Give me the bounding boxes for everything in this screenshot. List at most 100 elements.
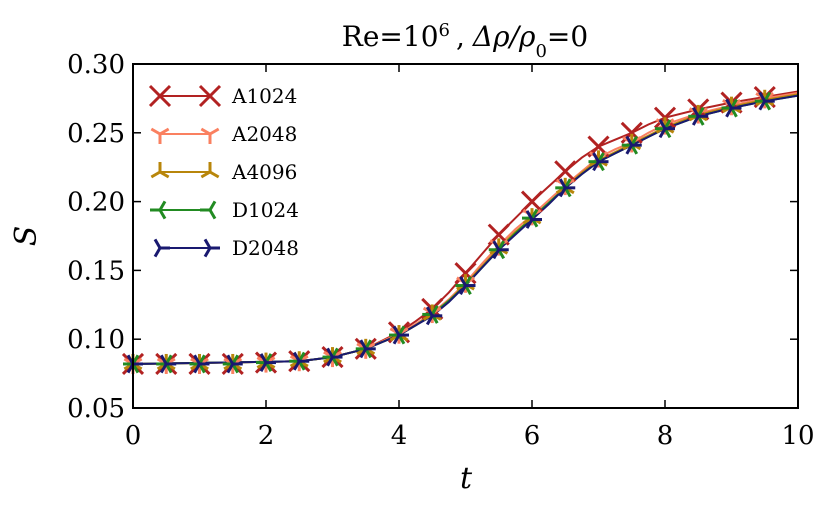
- marker-D2048-5-arm-1: [292, 351, 301, 362]
- marker-D2048-18-arm-2: [725, 107, 733, 118]
- legend-marker-a-A1024: [148, 84, 172, 108]
- title-sub0: 0: [535, 41, 546, 62]
- x-tick-label-1: 2: [258, 421, 275, 451]
- marker-D2048-1: [159, 354, 177, 374]
- marker-D2048-7: [359, 339, 376, 359]
- x-tick-label-2: 4: [391, 421, 408, 451]
- legend-marker-b-A1024-stroke-b: [198, 84, 222, 108]
- marker-D2048-2-arm-2: [193, 363, 201, 374]
- marker-D2048-15-arm-1: [625, 135, 634, 146]
- marker-D2048-18: [725, 98, 742, 118]
- legend-marker-a-D2048: [153, 238, 170, 258]
- title-sep: ,: [456, 20, 465, 53]
- marker-D2048-9-arm-1: [425, 306, 434, 317]
- marker-D2048-2-arm-1: [193, 354, 201, 365]
- marker-D2048-12-arm-1: [525, 210, 534, 221]
- title-zero: 0: [570, 20, 588, 53]
- legend-marker-a-D2048-arm-2: [153, 247, 162, 258]
- legend-label-D2048: D2048: [232, 236, 299, 260]
- marker-D2048-11-arm-2: [492, 249, 501, 260]
- legend-marker-b-D1024: [200, 200, 217, 220]
- marker-D2048-16-arm-2: [658, 127, 667, 139]
- title-eq2: =: [547, 20, 570, 53]
- marker-D2048-13-arm-1: [558, 178, 567, 189]
- legend-marker-a-A4096: [150, 162, 170, 179]
- marker-D2048-1-arm-1: [159, 354, 168, 365]
- legend-marker-a-D1024: [150, 200, 167, 220]
- legend-marker-a-D2048-arm-1: [153, 238, 162, 249]
- marker-D2048-14-arm-2: [592, 160, 600, 172]
- legend-marker-b-A2048: [200, 127, 220, 144]
- marker-D2048-8-arm-1: [392, 325, 401, 336]
- title-delta: Δρ/ρ: [472, 20, 536, 53]
- marker-D2048-9: [425, 306, 443, 326]
- legend-marker-b-A1024: [198, 84, 222, 108]
- marker-A1024-12-stroke-b: [520, 190, 544, 213]
- legend-marker-a-D1024-arm-1: [158, 209, 167, 220]
- x-tick-label-5: 10: [781, 421, 814, 451]
- legend-marker-b-D1024-arm-2: [208, 200, 217, 211]
- marker-D2048-3: [226, 354, 243, 374]
- legend-marker-a-A4096-arm-2: [159, 170, 170, 179]
- legend-marker-a-D1024-arm-2: [158, 200, 167, 211]
- marker-D2048-8: [392, 325, 409, 345]
- marker-D2048-7-arm-2: [359, 348, 368, 359]
- marker-D2048-17-arm-2: [691, 115, 700, 126]
- marker-D2048-6: [326, 347, 343, 367]
- marker-D2048-4-arm-1: [259, 353, 268, 364]
- marker-D2048-18-arm-1: [725, 98, 733, 109]
- y-tick-label-4: 0.25: [67, 119, 125, 149]
- y-tick-label-1: 0.10: [67, 325, 125, 355]
- y-axis-label: S: [9, 226, 44, 247]
- marker-A1024-13: [554, 160, 577, 183]
- legend-marker-a-A2048-arm-2: [150, 127, 161, 136]
- marker-A1024-12: [520, 190, 544, 213]
- title-exp-base: 10: [403, 20, 439, 53]
- x-tick-label-4: 8: [657, 421, 674, 451]
- marker-D2048-5-arm-2: [292, 360, 301, 371]
- y-tick-label-5: 0.30: [67, 50, 125, 80]
- legend-marker-b-D2048-arm-1: [203, 238, 212, 249]
- marker-D2048-11: [492, 240, 509, 260]
- legend-label-A4096: A4096: [231, 160, 297, 184]
- marker-D1024-12-arm-2: [530, 208, 539, 219]
- marker-D2048-3-arm-1: [226, 354, 235, 365]
- title-exp: 6: [439, 20, 450, 41]
- marker-D2048-10: [459, 276, 476, 295]
- legend-marker-a-A1024-stroke-b: [148, 84, 172, 108]
- marker-D2048-9-arm-2: [425, 315, 434, 326]
- plot-frame: [132, 63, 799, 409]
- y-tick-label-0: 0.05: [67, 394, 125, 424]
- legend-marker-b-A4096-arm-2: [209, 170, 220, 179]
- marker-D2048-13: [558, 178, 576, 198]
- axes: 0 2 4 6 8 10 0.05 0.10 0.15 0.20 0.25 0.30: [67, 50, 814, 451]
- marker-D1024-9-arm-2: [430, 305, 439, 316]
- legend-marker-b-D2048: [203, 238, 220, 258]
- title-re: Re: [342, 20, 380, 53]
- legend-marker-b-A4096-arm-1: [200, 170, 211, 179]
- marker-D2048-11-arm-1: [492, 240, 501, 251]
- marker-D2048-3-arm-2: [226, 363, 235, 374]
- marker-D2048-4-arm-2: [259, 361, 268, 373]
- marker-D2048-2: [193, 354, 210, 374]
- marker-D2048-13-arm-2: [558, 187, 567, 198]
- marker-D2048-12-arm-2: [525, 218, 534, 229]
- legend-label-A1024: A1024: [231, 84, 297, 108]
- x-tick-label-0: 0: [125, 421, 142, 451]
- plot-series: [121, 85, 799, 376]
- title-eq: =: [379, 20, 402, 53]
- legend-marker-b-A4096: [200, 162, 220, 179]
- marker-D2048-14: [592, 152, 609, 172]
- marker-D2048-15: [625, 135, 642, 155]
- marker-D2048-12: [525, 210, 542, 229]
- marker-D2048-15-arm-2: [625, 144, 634, 155]
- legend-marker-a-A4096-arm-1: [150, 170, 161, 179]
- marker-D2048-19-arm-2: [758, 100, 767, 111]
- legend-label-A2048: A2048: [231, 122, 297, 146]
- legend-marker-a-A2048-arm-1: [159, 127, 170, 136]
- x-axis-label: t: [460, 461, 473, 496]
- marker-D2048-17-arm-1: [691, 106, 700, 118]
- y-tick-label-2: 0.15: [67, 256, 125, 286]
- legend: A1024 A2048 A4096 D1024 D2048: [148, 84, 299, 260]
